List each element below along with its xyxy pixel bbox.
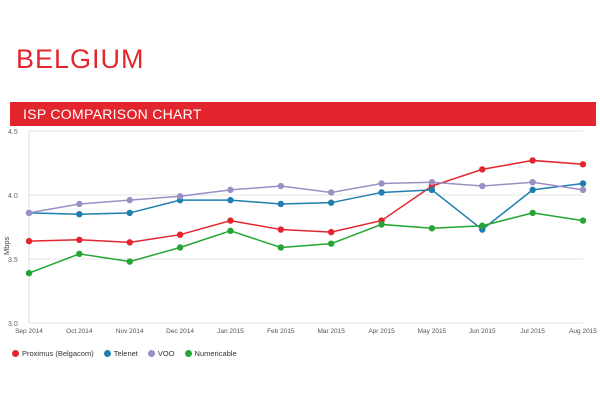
country-title: BELGIUM: [16, 44, 145, 74]
data-point: [529, 186, 536, 194]
chart-title: ISP COMPARISON CHART: [23, 106, 202, 122]
data-point: [277, 244, 285, 251]
legend-label: Numericable: [194, 349, 237, 358]
data-point: [277, 200, 285, 208]
x-tick-label: Dec 2014: [166, 328, 194, 335]
x-tick-label: Sep 2014: [15, 328, 43, 335]
data-point: [126, 239, 133, 246]
data-point: [277, 182, 285, 190]
x-tick-label: Jun 2015: [469, 328, 496, 335]
data-point: [76, 211, 83, 218]
data-point: [227, 227, 234, 235]
data-point: [378, 221, 385, 228]
chart-legend: Proximus (Belgacom) Telenet VOO Numericable: [12, 349, 237, 358]
data-point: [227, 186, 234, 194]
x-tick-label: Mar 2015: [317, 328, 345, 335]
legend-marker: [12, 350, 19, 357]
legend-label: Proximus (Belgacom): [22, 349, 94, 358]
data-point: [428, 179, 436, 186]
data-point: [479, 166, 486, 173]
y-tick-label: 4.5: [8, 129, 18, 136]
x-tick-label: Oct 2014: [66, 328, 93, 335]
data-point: [25, 269, 33, 277]
legend-label: Telenet: [113, 349, 138, 358]
data-point: [378, 189, 385, 196]
data-point: [529, 157, 536, 164]
data-point: [176, 193, 184, 200]
data-point: [176, 244, 184, 251]
data-point: [76, 250, 83, 258]
data-point: [529, 209, 536, 217]
x-tick-label: May 2015: [418, 328, 447, 335]
legend-item: VOO: [147, 349, 175, 358]
data-point: [227, 217, 234, 224]
data-point: [327, 199, 335, 206]
x-tick-label: Apr 2015: [368, 328, 395, 335]
data-point: [327, 228, 335, 236]
x-tick-label: Nov 2014: [116, 328, 144, 335]
data-point: [529, 179, 536, 186]
legend-marker: [147, 350, 155, 357]
x-tick-label: Aug 2015: [569, 328, 597, 335]
data-point: [76, 200, 83, 208]
legend-label: VOO: [157, 349, 175, 358]
data-point: [327, 240, 335, 247]
data-point: [327, 189, 335, 196]
legend-marker: [103, 350, 111, 357]
y-tick-label: 3.0: [8, 321, 18, 328]
x-tick-label: Jan 2015: [217, 328, 244, 335]
data-point: [428, 225, 436, 232]
data-point: [579, 186, 587, 194]
data-point: [25, 209, 33, 217]
series-line: [28, 212, 584, 274]
data-point: [126, 209, 133, 217]
data-point: [479, 222, 486, 229]
y-tick-label: 3.5: [8, 257, 18, 264]
data-point: [378, 180, 385, 187]
data-point: [428, 186, 436, 194]
series-line: [28, 182, 584, 231]
y-tick-label: 4.0: [8, 193, 18, 200]
y-axis-label: Mbps: [2, 236, 11, 255]
data-point: [579, 161, 587, 168]
data-point: [579, 217, 587, 224]
data-point: [277, 226, 285, 233]
data-point: [479, 182, 486, 190]
data-point: [227, 196, 234, 204]
data-point: [579, 180, 587, 187]
series-line: [28, 159, 584, 244]
data-point: [176, 231, 184, 238]
data-point: [126, 258, 133, 265]
data-point: [126, 196, 133, 204]
x-tick-label: Feb 2015: [267, 328, 295, 335]
legend-item: Telenet: [103, 349, 138, 358]
data-point: [76, 236, 83, 243]
series-line: [28, 181, 584, 214]
x-tick-label: Jul 2015: [520, 328, 545, 335]
legend-item: Numericable: [184, 349, 237, 358]
legend-item: Proximus (Belgacom): [12, 349, 94, 358]
legend-marker: [184, 350, 192, 357]
chart-title-banner: ISP COMPARISON CHART: [10, 102, 596, 126]
data-point: [25, 237, 33, 245]
